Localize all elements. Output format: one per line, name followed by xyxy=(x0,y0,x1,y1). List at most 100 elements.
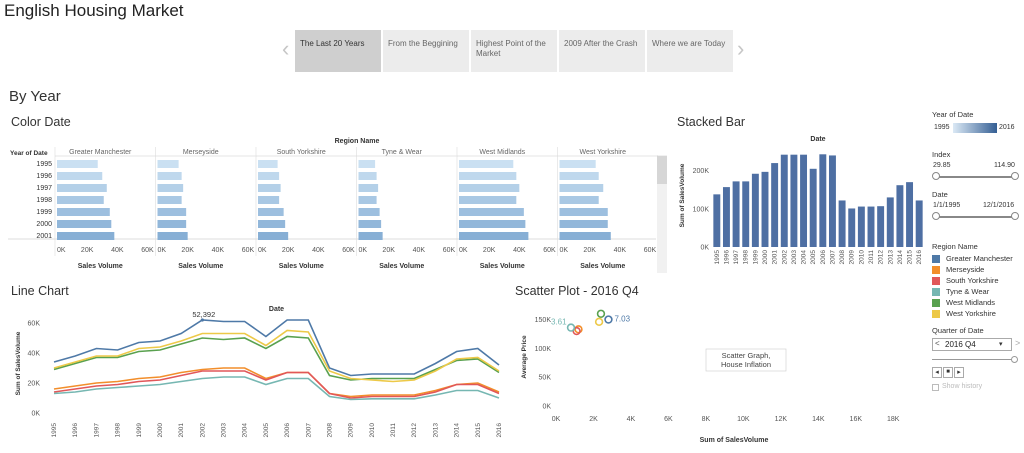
point-merseyside xyxy=(574,325,583,334)
bar-south-yorkshire-1997 xyxy=(258,184,281,192)
bar-greater-manchester-1998 xyxy=(57,196,104,204)
bar-merseyside-2000 xyxy=(157,220,187,228)
bar-west-midlands-2000 xyxy=(459,220,526,228)
x-tick-2012: 2012 xyxy=(878,250,885,265)
index-slider-track[interactable] xyxy=(934,176,1015,178)
bar-west-yorkshire-2001 xyxy=(559,232,611,240)
x-tick-1998: 1998 xyxy=(743,250,750,265)
scatter-annotation-line-2: House Inflation xyxy=(721,360,771,369)
scatter-x-label: Sum of SalesVolume xyxy=(700,437,769,444)
stacked-bar-chart[interactable]: Date Sum of SalesVolume 0K 100K 200K 1995 1996… xyxy=(672,132,930,276)
x-tick-2003: 2003 xyxy=(221,423,228,438)
bar-2015 xyxy=(906,182,914,247)
quarter-slider-handle[interactable] xyxy=(1011,356,1018,363)
x-axis-label-south-yorkshire: Sales Volume xyxy=(279,263,324,270)
point-tyne-and-wear xyxy=(566,323,576,332)
story-tab-last-20-years[interactable]: The Last 20 Years xyxy=(295,30,381,72)
color-date-chart[interactable]: Region Name Year of Date 1995 1996 1997 1998 1… xyxy=(0,132,670,274)
x-axis-label-tyne-and-wear: Sales Volume xyxy=(379,263,424,270)
bar-south-yorkshire-1996 xyxy=(258,172,280,180)
bar-south-yorkshire-1999 xyxy=(258,208,284,216)
x-tick-2002: 2002 xyxy=(199,423,206,438)
x-tick-4K: 4K xyxy=(627,416,636,423)
show-history-checkbox[interactable] xyxy=(932,384,939,391)
x-tick-0K: 0K xyxy=(552,416,561,423)
date-filter-label: Date xyxy=(932,190,948,199)
x-tick-2004: 2004 xyxy=(801,250,808,265)
bar-2011 xyxy=(867,206,875,247)
x-tick-2005: 2005 xyxy=(263,423,270,438)
bar-2009 xyxy=(848,208,856,247)
bar-south-yorkshire-2001 xyxy=(258,232,289,240)
date-slider-max-handle[interactable] xyxy=(1011,212,1019,220)
bar-south-yorkshire-1995 xyxy=(258,160,278,168)
story-tab-highest-point[interactable]: Highest Point of the Market xyxy=(471,30,557,72)
legend-label: Greater Manchester xyxy=(946,254,1013,263)
year-row-label-2001: 2001 xyxy=(36,233,52,240)
line-chart-y-label: Sum of SalesVolume xyxy=(15,331,22,395)
year-color-ramp xyxy=(953,123,997,133)
bar-tyne-and-wear-1998 xyxy=(358,196,377,204)
section-title: By Year xyxy=(9,88,61,105)
line-chart[interactable]: Date Sum of SalesVolume 0K 20K 40K 60K 1995 199… xyxy=(0,300,512,450)
y-tick-50K: 50K xyxy=(539,375,552,382)
bar-tyne-and-wear-2001 xyxy=(358,232,383,240)
index-slider-min-handle[interactable] xyxy=(932,172,940,180)
bar-west-yorkshire-1999 xyxy=(559,208,608,216)
x-tick-2013: 2013 xyxy=(432,423,439,438)
scatter-chart[interactable]: Average Price 0K 50K 100K 150K 0K 2K 4K 6K 8K 10K 1… xyxy=(512,300,927,450)
y-tick-200K: 200K xyxy=(693,168,710,175)
quarter-next-icon[interactable]: > xyxy=(1015,338,1021,348)
story-next-arrow[interactable]: › xyxy=(737,36,745,61)
x-tick-west-yorkshire-60K: 60K xyxy=(644,247,657,254)
story-prev-arrow[interactable]: ‹ xyxy=(282,36,290,61)
quarter-slider-track[interactable] xyxy=(932,359,1016,360)
x-tick-2015: 2015 xyxy=(907,250,914,265)
scatter-annotation-line-1: Scatter Graph, xyxy=(722,351,771,360)
scatter-annotation-box xyxy=(705,348,787,372)
scatter-y-label: Average Price xyxy=(521,335,528,379)
year-row-label-2000: 2000 xyxy=(36,221,52,228)
play-forward-icon[interactable]: ▸ xyxy=(954,367,964,378)
story-tab-after-crash[interactable]: 2009 After the Crash xyxy=(559,30,645,72)
x-tick-west-midlands-0K: 0K xyxy=(459,247,468,254)
quarter-prev-icon[interactable]: < xyxy=(935,339,940,348)
year-row-label-1996: 1996 xyxy=(36,173,52,180)
date-slider-track[interactable] xyxy=(934,216,1015,218)
bar-tyne-and-wear-2000 xyxy=(358,220,382,228)
x-tick-west-midlands-40K: 40K xyxy=(513,247,526,254)
legend-swatch xyxy=(932,277,940,285)
x-tick-west-yorkshire-20K: 20K xyxy=(583,247,596,254)
x-tick-south-yorkshire-40K: 40K xyxy=(312,247,325,254)
x-tick-south-yorkshire-0K: 0K xyxy=(258,247,267,254)
index-slider-max-handle[interactable] xyxy=(1011,172,1019,180)
bar-greater-manchester-1997 xyxy=(57,184,107,192)
x-tick-merseyside-20K: 20K xyxy=(181,247,194,254)
story-navigator: ‹ The Last 20 Years From the Beggining H… xyxy=(282,30,762,72)
year-of-date-header: Year of Date xyxy=(10,150,48,157)
story-tab-today[interactable]: Where we are Today xyxy=(647,30,733,72)
x-axis-label-west-yorkshire: Sales Volume xyxy=(580,263,625,270)
story-tab-beginning[interactable]: From the Beggining xyxy=(383,30,469,72)
x-tick-2005: 2005 xyxy=(810,250,817,265)
quarter-dropdown[interactable]: < 2016 Q4 ▾ xyxy=(932,338,1012,351)
stop-icon[interactable]: ■ xyxy=(943,367,953,378)
region-header-west-yorkshire: West Yorkshire xyxy=(579,149,626,156)
bar-tyne-and-wear-1996 xyxy=(358,172,377,180)
x-tick-greater-manchester-60K: 60K xyxy=(141,247,154,254)
legend-label: Merseyside xyxy=(946,265,985,274)
y-tick-0K: 0K xyxy=(700,245,709,252)
x-tick-2004: 2004 xyxy=(242,423,249,438)
line-greater-manchester xyxy=(53,319,500,377)
y-tick-40K: 40K xyxy=(28,351,41,358)
bar-2012 xyxy=(877,206,885,247)
stacked-bar-title: Stacked Bar xyxy=(677,115,746,129)
point-label-greater-manchester: 7.03 xyxy=(614,315,630,324)
bar-2007 xyxy=(828,155,836,247)
line-west-midlands xyxy=(53,335,500,381)
play-backward-icon[interactable]: ◂ xyxy=(932,367,942,378)
date-slider-min-handle[interactable] xyxy=(932,212,940,220)
bar-merseyside-1998 xyxy=(157,196,182,204)
scrollbar-thumb[interactable] xyxy=(657,156,667,184)
